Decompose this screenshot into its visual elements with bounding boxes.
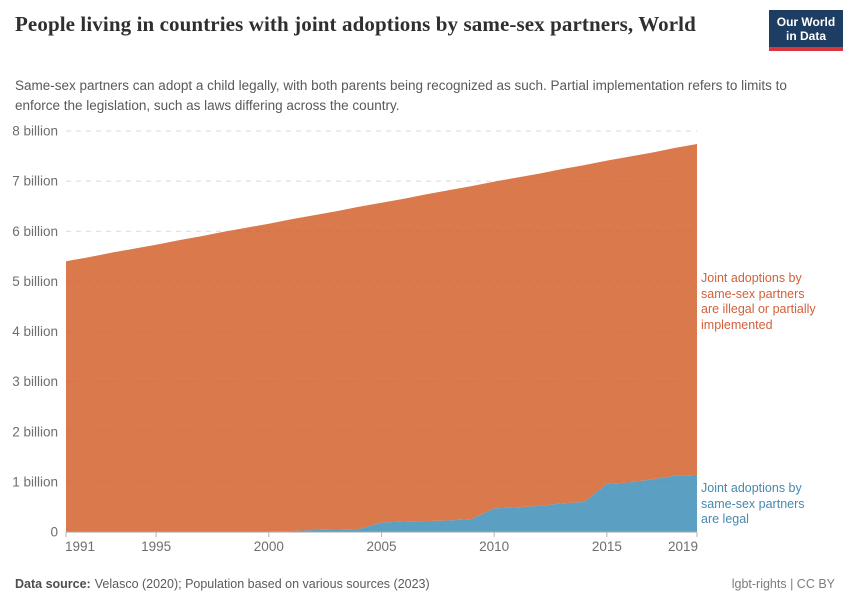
y-axis-label: 1 billion: [12, 474, 58, 489]
y-axis-label: 4 billion: [12, 324, 58, 339]
annotation-illegal-label: Joint adoptions by same-sex partners are…: [701, 271, 816, 332]
chart-title: People living in countries with joint ad…: [15, 12, 696, 36]
area-illegal[interactable]: [66, 144, 697, 532]
area-legal[interactable]: [66, 474, 697, 532]
x-axis-label: 2019: [668, 539, 698, 554]
x-axis-label: 2005: [366, 539, 396, 554]
data-source-text: Data source: Velasco (2020); Population b…: [15, 577, 430, 591]
x-axis-label: 1995: [141, 539, 171, 554]
footer: Data source: Velasco (2020); Population b…: [0, 577, 850, 591]
license-text[interactable]: lgbt-rights | CC BY: [731, 577, 835, 591]
y-axis-label: 0: [50, 525, 58, 540]
annotation-legal-label: Joint adoptions by same-sex partners are…: [701, 481, 805, 526]
y-axis-label: 8 billion: [12, 124, 58, 139]
logo-accent-bar: [769, 47, 843, 51]
y-axis-label: 3 billion: [12, 374, 58, 389]
y-axis-label: 5 billion: [12, 274, 58, 289]
x-axis-label: 2000: [254, 539, 284, 554]
y-axis-label: 6 billion: [12, 224, 58, 239]
x-axis-label: 2010: [479, 539, 509, 554]
owid-logo[interactable]: Our World in Data: [769, 10, 843, 51]
y-axis-label: 2 billion: [12, 424, 58, 439]
y-axis-label: 7 billion: [12, 174, 58, 189]
owid-logo-text: Our World in Data: [769, 10, 843, 47]
chart-subtitle: Same-sex partners can adopt a child lega…: [15, 78, 787, 113]
x-axis-label: 2015: [592, 539, 622, 554]
x-axis-label: 1991: [65, 539, 95, 554]
